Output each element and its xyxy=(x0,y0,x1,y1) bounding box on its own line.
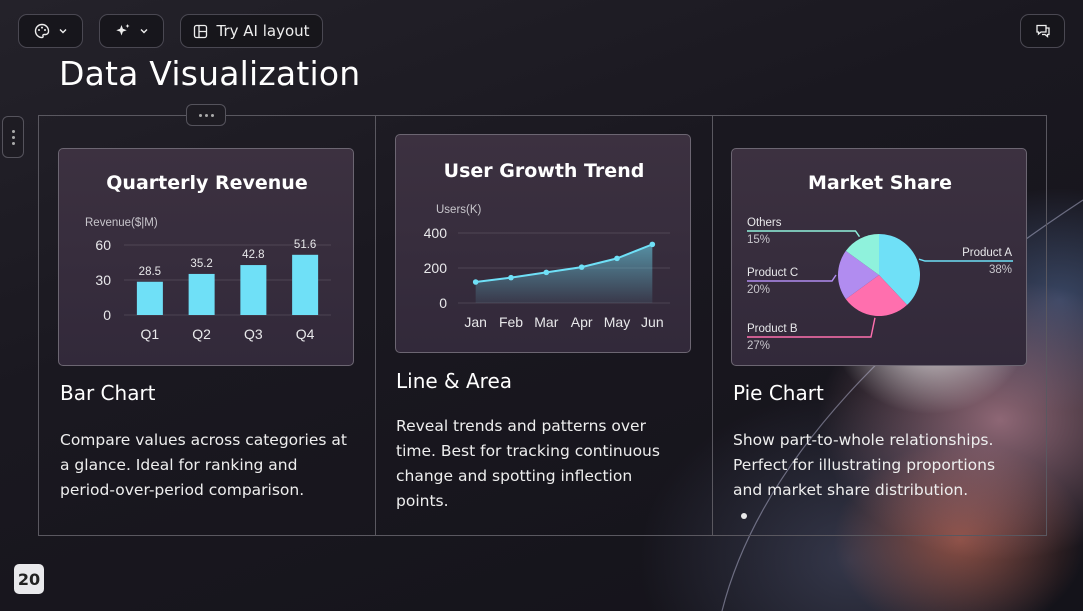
comment-icon xyxy=(1035,23,1051,39)
ai-menu-button[interactable] xyxy=(99,14,164,48)
x-tick-label: May xyxy=(604,314,630,330)
block-drag-handle[interactable] xyxy=(186,104,226,126)
leader-line xyxy=(747,317,876,338)
y-tick-label: 0 xyxy=(103,307,111,323)
page-number: 20 xyxy=(14,564,44,594)
chevron-down-icon xyxy=(58,26,68,36)
data-label: 28.5 xyxy=(139,266,161,278)
layout-icon xyxy=(193,24,208,39)
try-ai-layout-label: Try AI layout xyxy=(216,22,310,40)
slice-label: Product A xyxy=(962,247,1012,259)
data-label: 51.6 xyxy=(294,239,316,251)
leader-line xyxy=(747,274,837,282)
y-tick-label: 0 xyxy=(439,295,447,311)
pie-chart-card[interactable]: Market Share Product A 38% Product B 27% Prod… xyxy=(731,148,1027,366)
x-tick-label: Mar xyxy=(534,314,558,330)
try-ai-layout-button[interactable]: Try AI layout xyxy=(180,14,323,48)
column-title: Pie Chart xyxy=(733,381,824,405)
y-tick-label: 60 xyxy=(95,237,111,253)
line-chart: User Growth Trend Users(K) 0 200 400 Jan Feb Ma… xyxy=(424,160,670,330)
y-tick-label: 200 xyxy=(424,260,448,276)
data-point xyxy=(578,264,585,270)
column-title: Bar Chart xyxy=(60,381,156,405)
x-tick-label: Jan xyxy=(464,314,487,330)
pie-slice xyxy=(879,234,920,305)
chart-title: User Growth Trend xyxy=(444,160,645,182)
bar xyxy=(136,281,163,315)
bar-chart: Quarterly Revenue Revenue($|M) 0 30 60 28.5 Q1… xyxy=(85,172,331,342)
sparkle-icon xyxy=(115,23,131,39)
x-tick-label: Q4 xyxy=(296,326,315,342)
y-tick-label: 30 xyxy=(95,272,111,288)
x-tick-label: Q2 xyxy=(192,326,211,342)
column-description: Compare values across categories at a gl… xyxy=(60,431,347,499)
y-axis-label: Revenue($|M) xyxy=(85,217,158,229)
y-axis-label: Users(K) xyxy=(436,204,482,216)
data-point xyxy=(543,269,550,276)
data-point xyxy=(472,279,479,285)
slice-value-label: 38% xyxy=(989,264,1012,276)
bar xyxy=(240,265,267,315)
data-label: 35.2 xyxy=(190,258,212,270)
slice-value-label: 20% xyxy=(747,284,770,296)
column-bar-chart[interactable]: Quarterly Revenue Revenue($|M) 0 30 60 28.5 Q1… xyxy=(39,116,376,535)
column-description: Reveal trends and patterns over time. Be… xyxy=(396,417,660,510)
column-title: Line & Area xyxy=(396,369,513,393)
slice-label: Product B xyxy=(747,323,798,335)
pie-chart: Market Share Product A 38% Product B 27% Prod… xyxy=(747,172,1013,352)
pie-slice xyxy=(845,275,908,316)
y-tick-label: 400 xyxy=(424,225,448,241)
pie-slice xyxy=(838,250,879,300)
slice-value-label: 15% xyxy=(747,234,770,246)
x-tick-label: Jun xyxy=(641,314,664,330)
data-label: 42.8 xyxy=(242,249,264,261)
bar-chart-card[interactable]: Quarterly Revenue Revenue($|M) 0 30 60 28.5 Q1… xyxy=(58,148,354,366)
area-fill xyxy=(475,244,653,303)
x-tick-label: Feb xyxy=(499,314,523,330)
chart-title: Market Share xyxy=(808,172,952,194)
pie-slice xyxy=(845,234,879,275)
column-description: Show part-to-whole relationships. Perfec… xyxy=(733,431,996,499)
column-pie-chart[interactable]: Market Share Product A 38% Product B 27% Prod… xyxy=(712,116,1046,535)
x-tick-label: Apr xyxy=(571,314,593,330)
theme-button[interactable] xyxy=(18,14,83,48)
chevron-down-icon xyxy=(139,26,149,36)
slide-title[interactable]: Data Visualization xyxy=(59,54,361,93)
slice-label: Product C xyxy=(747,267,798,279)
side-drag-handle[interactable] xyxy=(2,116,24,158)
series-line xyxy=(475,243,653,283)
line-chart-card[interactable]: User Growth Trend Users(K) 0 200 400 Jan Feb Ma… xyxy=(395,134,691,353)
x-tick-label: Q3 xyxy=(244,326,263,342)
leader-line xyxy=(747,230,861,238)
comments-button[interactable] xyxy=(1020,14,1065,48)
column-line-area[interactable]: User Growth Trend Users(K) 0 200 400 Jan Feb Ma… xyxy=(375,116,713,535)
chart-title: Quarterly Revenue xyxy=(106,172,307,194)
x-tick-label: Q1 xyxy=(141,326,160,342)
content-grid: Quarterly Revenue Revenue($|M) 0 30 60 28.5 Q1… xyxy=(38,115,1047,536)
data-point xyxy=(614,255,620,262)
slice-value-label: 27% xyxy=(747,340,770,352)
bar xyxy=(292,254,319,315)
bar xyxy=(188,273,215,315)
palette-icon xyxy=(34,23,50,39)
leader-line xyxy=(918,258,1013,262)
data-point xyxy=(508,274,514,281)
slice-label: Others xyxy=(747,217,782,229)
data-point xyxy=(649,241,656,248)
